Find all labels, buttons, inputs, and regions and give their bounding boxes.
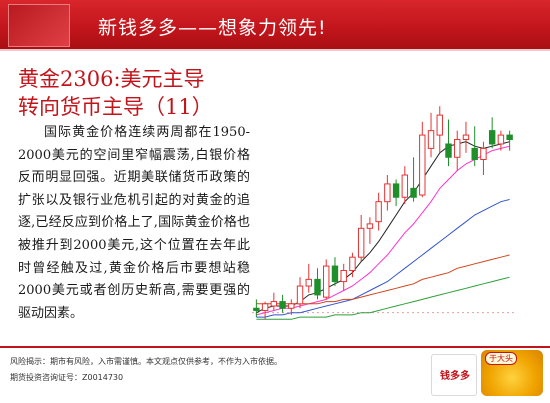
candle-body	[305, 278, 312, 287]
candle-body	[270, 301, 278, 307]
badge-text: 钱多多	[440, 371, 470, 382]
risk-notice: 风险揭示：期市有风险，入市需谨慎。本文观点仅供参考，不作为入市依据。	[10, 357, 282, 366]
candle-body	[314, 278, 321, 296]
candlestick-chart	[248, 100, 520, 332]
candle-body	[436, 114, 443, 136]
candle	[488, 117, 496, 149]
header-title: 新钱多多——想象力领先!	[98, 17, 327, 39]
candle	[357, 215, 365, 262]
candle	[392, 179, 400, 207]
candle-body	[392, 183, 400, 198]
candle-body	[462, 134, 470, 141]
candle	[401, 166, 409, 204]
candle	[349, 252, 356, 278]
candle	[314, 268, 321, 300]
candle	[270, 292, 278, 311]
candle-body	[288, 303, 295, 309]
brand-badge: 钱多多	[431, 354, 477, 396]
candle-body	[349, 256, 356, 271]
candle	[323, 259, 330, 300]
candle-body	[357, 227, 365, 258]
candle	[384, 175, 391, 211]
candle-body	[261, 303, 269, 311]
candle-body	[410, 187, 417, 198]
candle-body	[471, 147, 478, 161]
ma-line-3	[256, 199, 510, 318]
mascot-image: 于大头	[481, 350, 543, 396]
candle	[436, 106, 443, 153]
candle-body	[323, 265, 330, 298]
candle-body	[419, 134, 426, 196]
candle-body	[427, 130, 435, 149]
candle	[506, 130, 513, 151]
candle	[427, 112, 435, 158]
mascot-tag: 于大头	[485, 352, 517, 365]
candle	[375, 192, 382, 231]
footer-divider	[0, 346, 550, 348]
candle	[279, 294, 286, 313]
candle-body	[366, 223, 374, 229]
ma-line-4	[256, 254, 510, 305]
candle-body	[445, 143, 452, 158]
candle	[331, 257, 339, 287]
header-bar: 新钱多多——想象力领先!	[0, 0, 550, 49]
candle	[261, 301, 269, 320]
ma-line-2	[256, 145, 510, 316]
header-divider	[0, 49, 550, 51]
candle-body	[279, 301, 286, 309]
candle-body	[488, 130, 496, 145]
candle	[497, 130, 505, 151]
candle	[480, 141, 487, 176]
candle	[419, 121, 426, 198]
candle-body	[454, 139, 461, 158]
brand-logo	[8, 4, 70, 47]
body-paragraph: 国际黄金价格连续两周都在1950-2000美元的空间里窄幅震荡,白银价格反而明显…	[18, 125, 250, 321]
candle	[296, 277, 304, 309]
candle	[471, 126, 478, 167]
candle-body	[331, 265, 339, 283]
slide-title-line1: 黄金2306:美元主导	[18, 67, 205, 91]
chart-canvas	[252, 106, 514, 320]
candle	[462, 121, 470, 153]
candle	[305, 263, 312, 293]
candle-body	[506, 134, 513, 141]
candle-body	[340, 270, 347, 283]
candle	[445, 119, 452, 167]
candle-body	[384, 183, 391, 203]
candle-body	[375, 201, 382, 223]
candle	[288, 299, 295, 315]
candle	[366, 217, 374, 244]
candle	[340, 263, 347, 291]
candle-body	[401, 174, 409, 198]
candle-body	[296, 285, 304, 305]
candle-body	[480, 147, 487, 161]
candle-body	[497, 134, 505, 145]
candle	[253, 299, 260, 318]
slide-title-line2: 转向货币主导（11）	[18, 95, 213, 119]
candle-body	[253, 307, 260, 311]
candle	[454, 130, 461, 171]
ma-line-5	[256, 276, 510, 320]
candle	[410, 157, 417, 202]
license-number: 期货投资咨询证号：Z0014730	[10, 373, 124, 382]
